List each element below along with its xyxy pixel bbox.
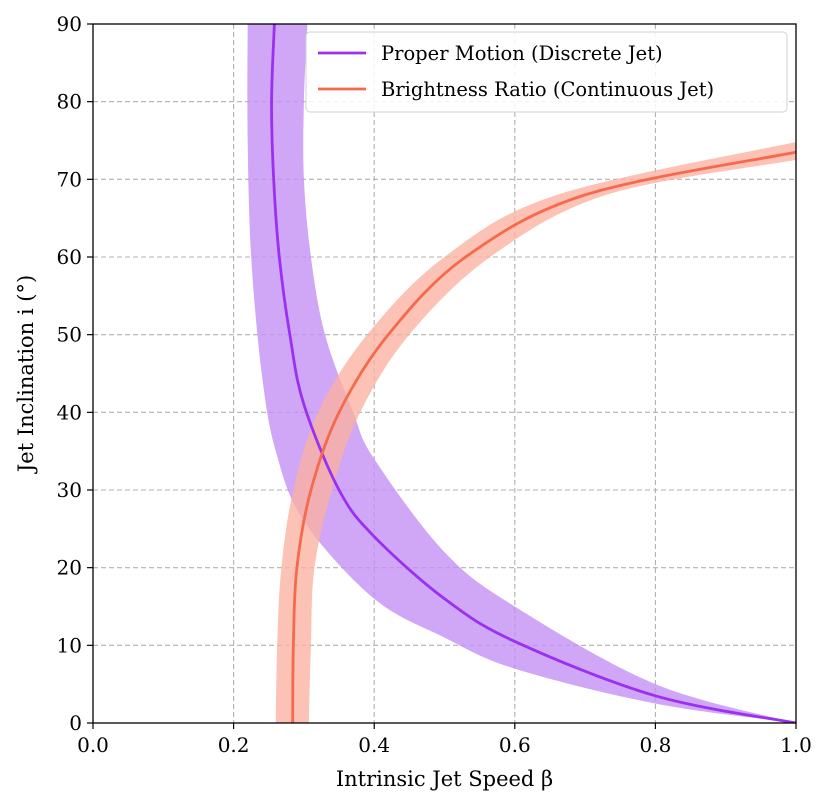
proper-motion-line (270, 24, 796, 723)
plot-frame (92, 23, 797, 724)
x-tick-label: 0.6 (499, 733, 531, 757)
y-tick-label: 0 (69, 711, 82, 735)
x-tick-label: 0.8 (639, 733, 671, 757)
y-tick-label: 30 (57, 478, 82, 502)
legend-label-brightness-ratio: Brightness Ratio (Continuous Jet) (381, 78, 714, 101)
y-tick-label: 10 (57, 633, 82, 657)
y-tick-label: 50 (57, 323, 82, 347)
y-tick-label: 40 (57, 400, 82, 424)
brightness-ratio-line (291, 150, 796, 723)
y-axis-label: Jet Inclination i (°) (14, 275, 38, 474)
y-tick-label: 90 (57, 12, 82, 36)
series-lines (270, 24, 796, 723)
y-axis: 0 10 20 30 40 50 60 70 80 90 (57, 12, 93, 735)
grid (93, 24, 796, 723)
x-tick-label: 0.0 (77, 733, 109, 757)
y-tick-label: 70 (57, 167, 82, 191)
y-tick-label: 60 (57, 245, 82, 269)
legend: Proper Motion (Discrete Jet) Brightness … (305, 31, 788, 113)
y-tick-label: 80 (57, 90, 82, 114)
legend-label-proper-motion: Proper Motion (Discrete Jet) (381, 42, 663, 65)
legend-box (305, 31, 788, 113)
x-tick-label: 1.0 (780, 733, 812, 757)
x-tick-label: 0.4 (358, 733, 390, 757)
x-axis-label: Intrinsic Jet Speed β (336, 767, 553, 791)
x-tick-label: 0.2 (218, 733, 250, 757)
y-tick-label: 20 (57, 556, 82, 580)
x-axis: 0.0 0.2 0.4 0.6 0.8 1.0 (77, 723, 812, 757)
